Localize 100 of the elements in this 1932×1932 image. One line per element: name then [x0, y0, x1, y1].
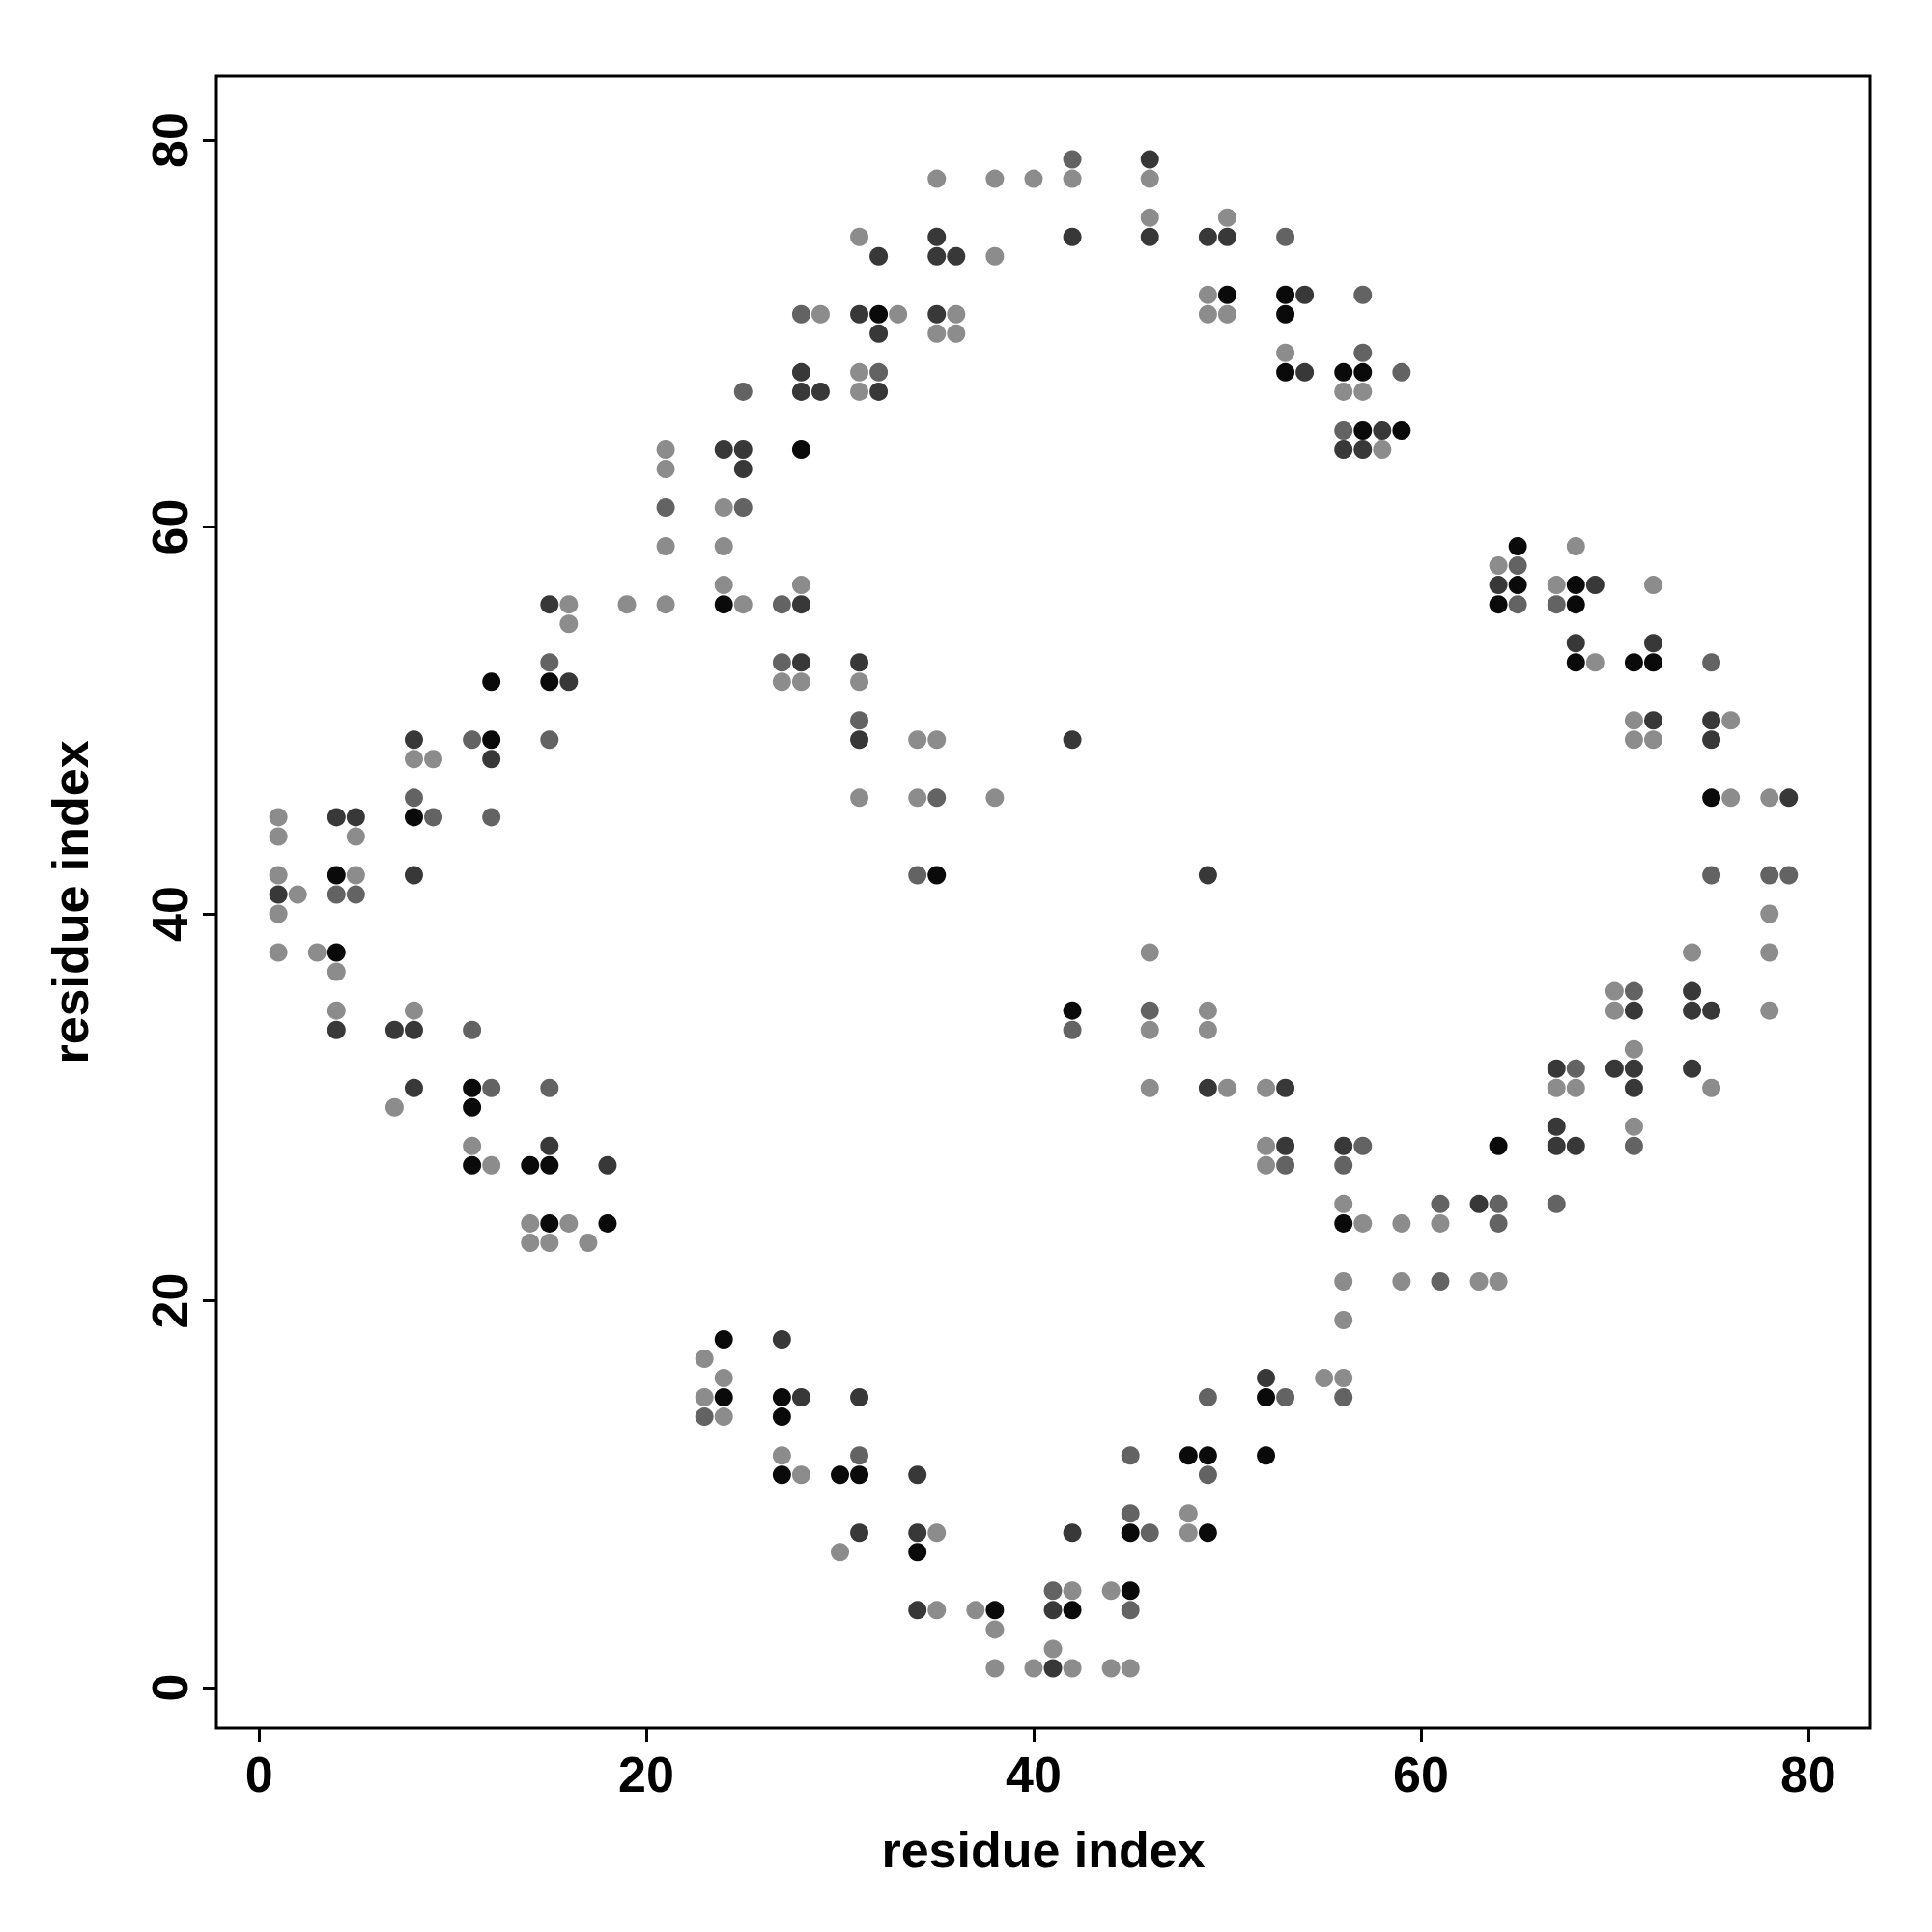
point: [1334, 362, 1353, 382]
point: [791, 440, 810, 459]
x-tick-label: 60: [1392, 1747, 1449, 1803]
y-tick-label: 0: [142, 1673, 198, 1702]
point: [1353, 420, 1373, 440]
point: [463, 1020, 482, 1039]
point: [327, 885, 346, 904]
point: [1566, 653, 1585, 672]
point: [1198, 1446, 1217, 1465]
y-tick-label: 40: [142, 886, 198, 942]
y-tick-label: 60: [142, 498, 198, 555]
x-tick-label: 0: [244, 1747, 273, 1803]
point: [1257, 1388, 1276, 1407]
point: [1198, 1523, 1217, 1543]
point: [927, 866, 947, 885]
point: [1489, 595, 1508, 614]
point: [1508, 595, 1527, 614]
point: [1547, 595, 1566, 614]
point: [1140, 1523, 1159, 1543]
point: [1489, 1194, 1508, 1213]
point: [908, 1543, 927, 1562]
point: [540, 672, 559, 692]
point: [540, 730, 559, 750]
point: [405, 788, 423, 808]
x-tick-label: 40: [1006, 1747, 1062, 1803]
point: [850, 711, 869, 730]
point: [850, 1446, 869, 1465]
point: [1276, 304, 1295, 324]
point: [733, 382, 753, 401]
point: [791, 304, 810, 324]
point: [1353, 1136, 1373, 1155]
point: [1257, 1446, 1276, 1465]
point: [1566, 576, 1585, 595]
point: [1334, 1388, 1353, 1407]
point: [1334, 420, 1353, 440]
point: [1624, 981, 1643, 1001]
point: [1508, 537, 1527, 556]
point: [405, 808, 423, 827]
x-tick-label: 20: [618, 1747, 674, 1803]
point: [540, 1078, 559, 1097]
point: [772, 1407, 791, 1427]
point: [540, 1155, 559, 1175]
point: [714, 1330, 733, 1350]
point: [772, 595, 791, 614]
point: [1702, 866, 1721, 885]
point: [1276, 1155, 1295, 1175]
x-axis-title: residue index: [881, 1822, 1206, 1878]
point: [1760, 866, 1779, 885]
point: [540, 1213, 559, 1233]
point: [772, 1388, 791, 1407]
point: [850, 1465, 869, 1485]
point: [1489, 1213, 1508, 1233]
point: [327, 866, 346, 885]
point: [1063, 1601, 1082, 1620]
point: [1179, 1446, 1198, 1465]
point: [1276, 227, 1295, 246]
point: [540, 653, 559, 672]
point: [831, 1465, 850, 1485]
point: [772, 1465, 791, 1485]
y-axis-title: residue index: [43, 740, 99, 1065]
point: [772, 653, 791, 672]
point: [1431, 1194, 1450, 1213]
point: [327, 943, 346, 962]
point: [1334, 1213, 1353, 1233]
point: [1431, 1271, 1450, 1291]
point: [1508, 556, 1527, 576]
point: [1489, 1136, 1508, 1155]
point: [1276, 285, 1295, 304]
point: [521, 1155, 540, 1175]
point: [908, 866, 927, 885]
point: [656, 498, 675, 518]
point: [733, 498, 753, 518]
point: [346, 885, 365, 904]
point: [1121, 1446, 1140, 1465]
point: [1121, 1504, 1140, 1523]
point: [1566, 595, 1585, 614]
point: [463, 1155, 482, 1175]
point: [1121, 1523, 1140, 1543]
point: [1043, 1581, 1063, 1601]
point: [1121, 1601, 1140, 1620]
point: [1547, 1194, 1566, 1213]
point: [1353, 362, 1373, 382]
point: [463, 730, 482, 750]
point: [1276, 1388, 1295, 1407]
point: [1702, 653, 1721, 672]
point: [1353, 285, 1373, 304]
y-tick-label: 80: [142, 112, 198, 168]
point: [598, 1213, 617, 1233]
point: [869, 304, 889, 324]
point: [1779, 866, 1799, 885]
point: [1566, 1059, 1585, 1078]
point: [1276, 362, 1295, 382]
point: [1198, 1388, 1217, 1407]
point: [424, 808, 443, 827]
point: [1508, 576, 1527, 595]
point: [1063, 1020, 1082, 1039]
point: [714, 1388, 733, 1407]
point: [482, 1078, 501, 1097]
point: [1121, 1581, 1140, 1601]
y-tick-label: 20: [142, 1272, 198, 1329]
